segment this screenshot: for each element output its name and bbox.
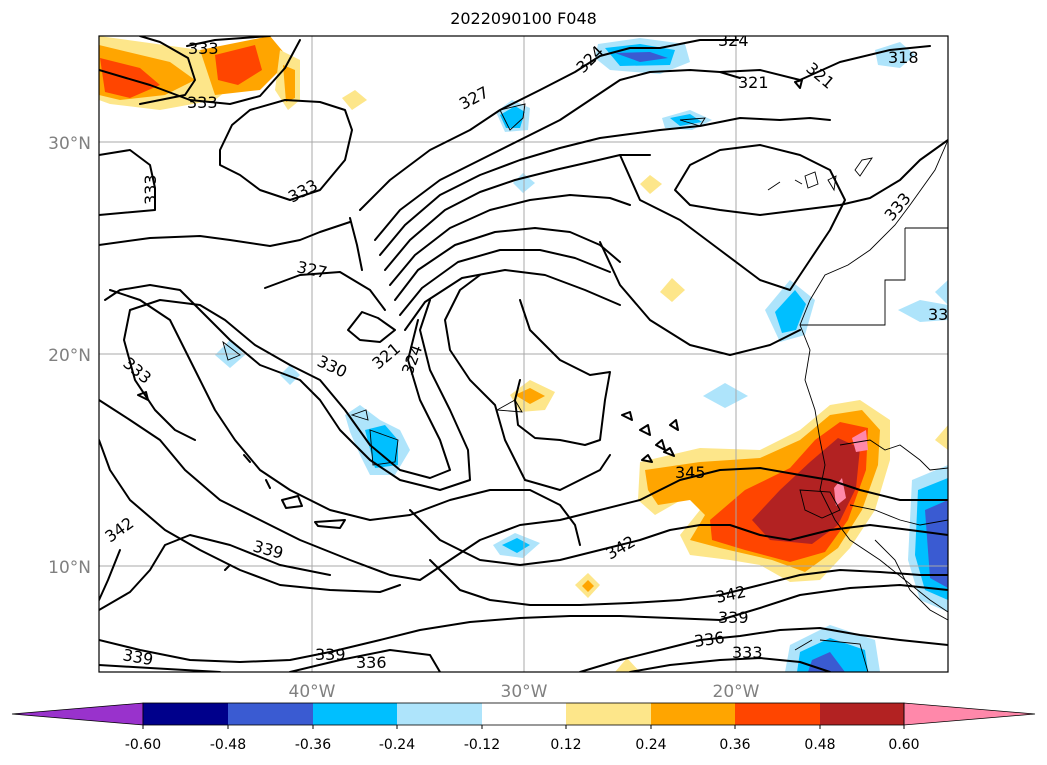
coastlines xyxy=(222,103,948,672)
colorbar-segment xyxy=(228,703,313,725)
contour-label: 339 xyxy=(718,608,749,627)
lat-label: 20°N xyxy=(48,346,91,366)
colorbar-ticks xyxy=(142,725,905,729)
colorbar-segment xyxy=(651,703,735,725)
contour-label: 333 xyxy=(732,643,763,662)
colorbar-segment xyxy=(820,703,904,725)
contour-label: 333 xyxy=(187,93,218,112)
colorbar-tick-label: -0.12 xyxy=(464,737,500,753)
colorbar-tick-label: 0.60 xyxy=(888,737,919,753)
lon-label: 30°W xyxy=(501,682,548,702)
colorbar-tick-label: -0.60 xyxy=(125,737,161,753)
contours xyxy=(99,36,948,672)
map-panel: 333 333 333 333 327 324 324 321 321 318 … xyxy=(99,31,948,672)
colorbar-tick-label: 0.12 xyxy=(550,737,581,753)
colorbar-segment xyxy=(397,703,482,725)
lon-label: 20°W xyxy=(713,682,760,702)
contour-label: 345 xyxy=(675,463,706,482)
lat-label: 10°N xyxy=(48,558,91,578)
contour-label: 333 xyxy=(188,39,219,58)
colorbar-segment xyxy=(566,703,651,725)
colorbar-segment xyxy=(735,703,820,725)
colorbar-segment xyxy=(313,703,397,725)
lon-label: 40°W xyxy=(289,682,336,702)
contour-label: 336 xyxy=(693,628,726,651)
colorbar-tick-label: 0.36 xyxy=(719,737,750,753)
contour-label: 339 xyxy=(315,645,346,664)
colorbar-frame xyxy=(142,702,905,726)
colorbar-segment xyxy=(143,703,228,725)
contour-label: 321 xyxy=(738,73,769,92)
axis-labels: 30°N 20°N 10°N 40°W 30°W 20°W xyxy=(48,134,760,702)
map-frame xyxy=(98,35,949,673)
colorbar-tick-label: -0.48 xyxy=(210,737,246,753)
shading-warm-northwest xyxy=(99,36,367,110)
colorbar-tick-label: 0.24 xyxy=(635,737,666,753)
colorbar-tick-label: 0.48 xyxy=(804,737,835,753)
chart-title: 2022090100 F048 xyxy=(450,9,597,28)
colorbar-extend-low xyxy=(11,702,144,726)
contour-label: 333 xyxy=(141,174,160,205)
colorbar-tick-label: -0.24 xyxy=(379,737,415,753)
contour-label: 33 xyxy=(928,305,948,324)
contour-label: 324 xyxy=(718,31,749,50)
contour-label: 318 xyxy=(888,48,919,67)
colorbar-segment xyxy=(482,703,566,725)
contour-label: 336 xyxy=(356,653,387,672)
graticule xyxy=(99,36,948,672)
colorbar-tick-label: -0.36 xyxy=(295,737,331,753)
lat-label: 30°N xyxy=(48,134,91,154)
colorbar: -0.60 -0.48 -0.36 -0.24 -0.12 0.12 0.24 … xyxy=(11,702,1036,753)
colorbar-extend-high xyxy=(903,702,1036,726)
